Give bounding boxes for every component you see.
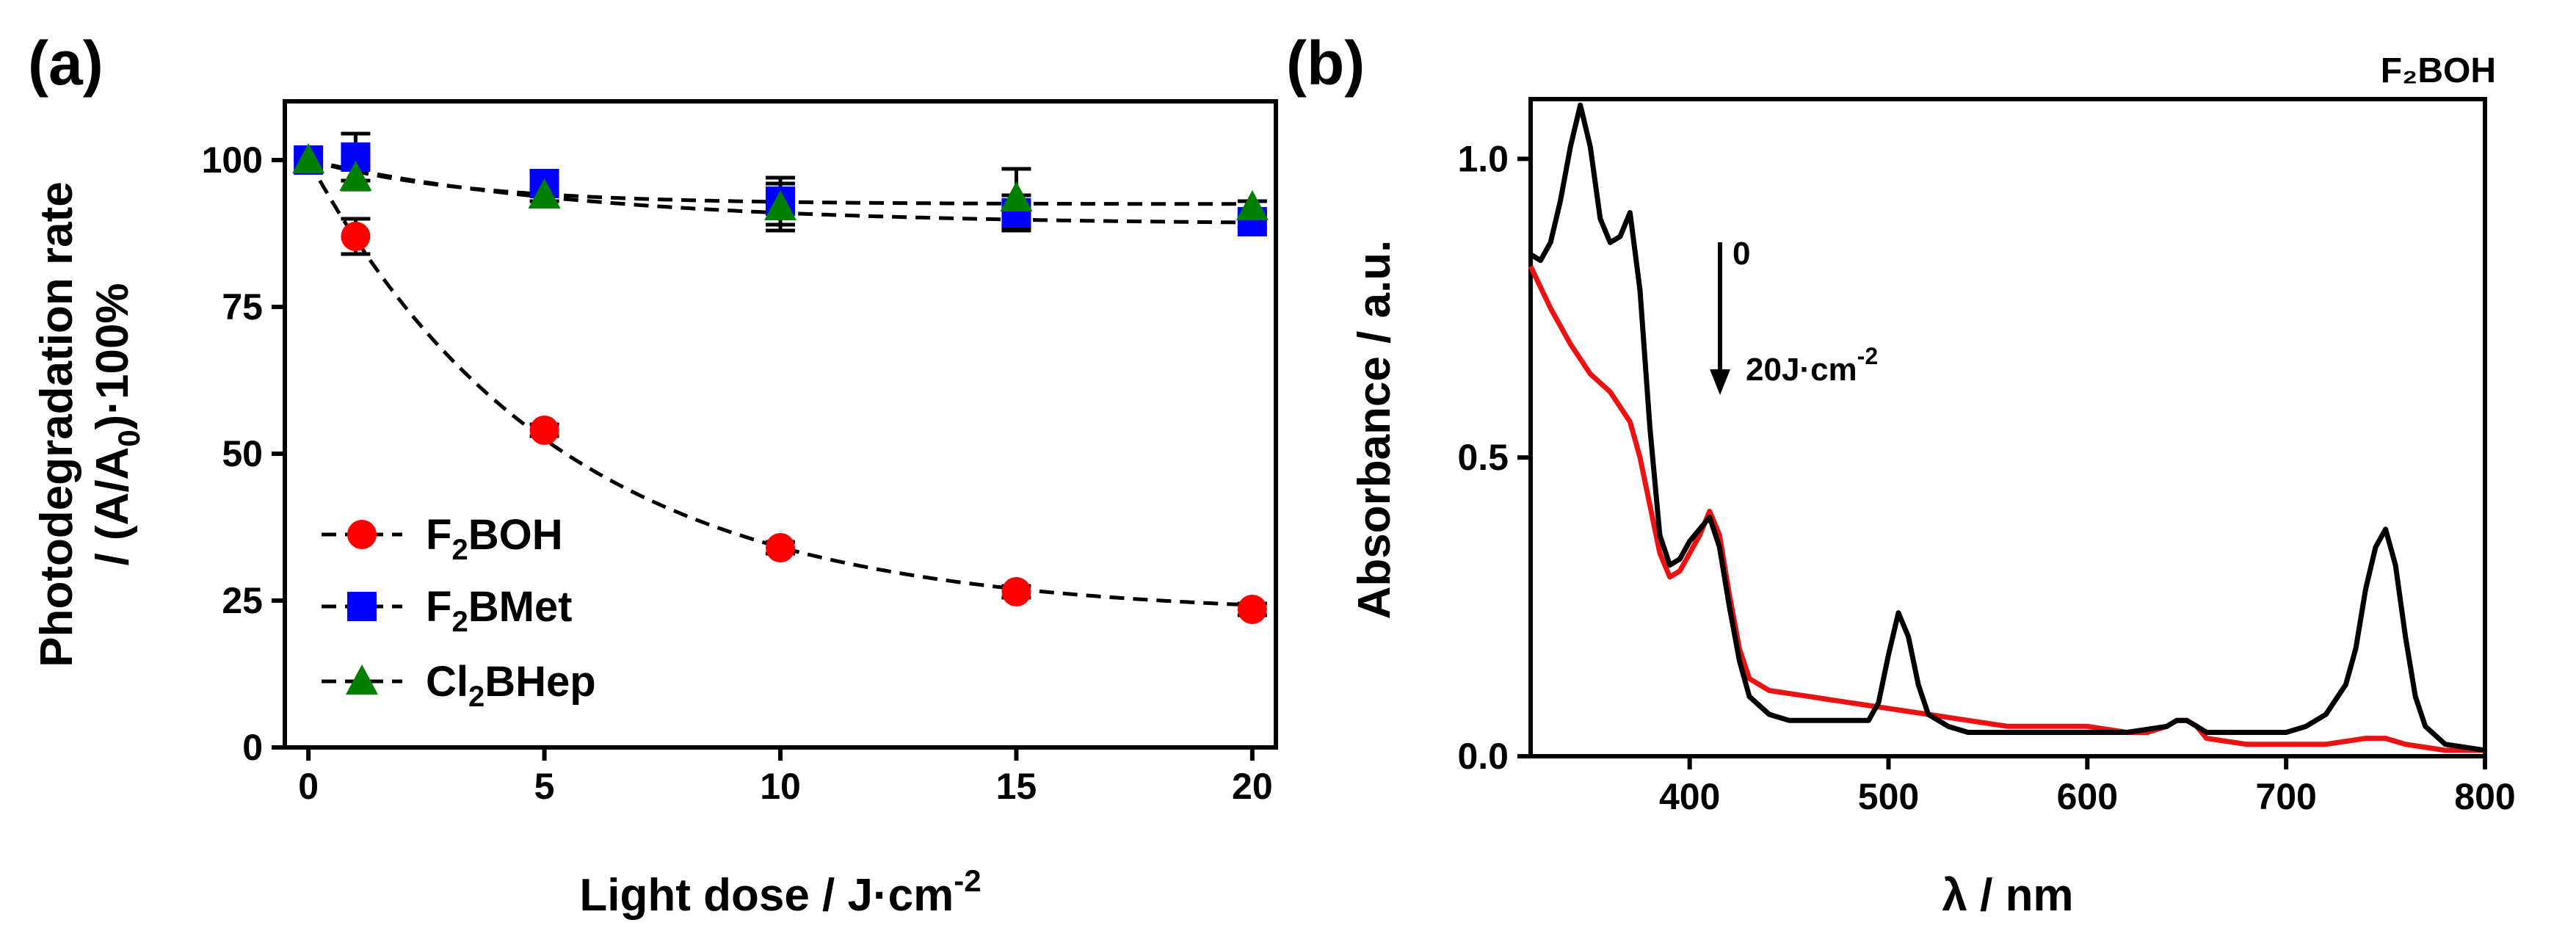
y-tick-label-1: 25 xyxy=(222,580,263,621)
panel-a-label: (a) xyxy=(28,29,104,98)
point-Cl2BHep-3 xyxy=(764,190,797,220)
x-tick-label-2: 10 xyxy=(760,766,801,807)
point-F2BOH-5 xyxy=(1237,595,1267,624)
panel-a-legend: F2BOH F2BMet Cl2BHep xyxy=(322,511,596,713)
y-tick-label-3: 75 xyxy=(222,286,263,327)
x-tick-label-3: 15 xyxy=(996,766,1037,807)
spectrum-0-J-cm-2 xyxy=(1529,102,2486,753)
x-tick-label-4: 20 xyxy=(1232,766,1273,807)
panel-a-x-axis-label: Light dose / J·cm-2 xyxy=(579,863,981,921)
panel-b-annotation-end: 20J·cm-2 xyxy=(1746,343,1878,388)
y-tick-label-2: 50 xyxy=(222,433,263,474)
point-F2BOH-4 xyxy=(1001,577,1031,606)
x-tick-label-4: 800 xyxy=(2454,776,2515,817)
point-F2BOH-2 xyxy=(529,416,559,445)
x-tick-label-2: 600 xyxy=(2057,776,2118,817)
fit-curve-F2BOH xyxy=(306,159,1252,607)
panel-b-plot-frame xyxy=(1528,97,2487,758)
point-Cl2BHep-4 xyxy=(1000,181,1033,211)
panel-a-y-axis-label-line2: / (A/A0)·100% xyxy=(87,283,146,565)
panel-a-y-axis-label-line1: Photodegradation rate xyxy=(32,181,82,667)
panel-b-arrow-head xyxy=(1710,369,1730,395)
panel-b-ticks: 400 500 600 700 800 0.0 0.5 1.0 xyxy=(1457,138,2515,817)
panel-b-y-axis-label: Absorbance / a.u. xyxy=(1349,240,1400,620)
legend-label-F2BMet: F2BMet xyxy=(426,583,572,638)
y-tick-label-0: 0 xyxy=(242,727,263,768)
x-tick-label-1: 5 xyxy=(534,766,555,807)
point-Cl2BHep-0 xyxy=(292,143,325,173)
panel-a: (a) 0 5 10 15 20 0 25 50 75 100 Light dose / J·cm… xyxy=(28,29,1278,921)
y-tick-label-1: 0.5 xyxy=(1457,437,1509,478)
y-tick-label-0: 0.0 xyxy=(1457,736,1509,777)
panel-a-y-axis-label: Photodegradation rate / (A/A0)·100% xyxy=(32,181,146,667)
panel-b-title: F₂BOH xyxy=(2381,51,2496,90)
legend-marker-F2BOH xyxy=(347,520,377,549)
spectrum-20-J-cm-2 xyxy=(1528,265,2485,753)
point-Cl2BHep-2 xyxy=(528,178,561,209)
point-Cl2BHep-5 xyxy=(1236,190,1269,220)
panel-a-points xyxy=(292,131,1269,624)
x-tick-label-3: 700 xyxy=(2255,776,2316,817)
panel-a-ticks: 0 5 10 15 20 0 25 50 75 100 xyxy=(202,140,1273,807)
x-tick-label-0: 0 xyxy=(298,766,319,807)
y-tick-label-2: 1.0 xyxy=(1457,138,1509,179)
panel-b-label: (b) xyxy=(1286,29,1365,98)
x-tick-label-0: 400 xyxy=(1659,776,1720,817)
panel-b-x-axis-label: λ / nm xyxy=(1942,870,2073,921)
y-tick-label-4: 100 xyxy=(202,140,263,181)
legend-label-Cl2BHep: Cl2BHep xyxy=(426,658,596,713)
legend-marker-F2BMet xyxy=(347,592,377,621)
legend-label-F2BOH: F2BOH xyxy=(426,511,563,566)
x-tick-label-1: 500 xyxy=(1858,776,1919,817)
panel-b-spectra xyxy=(1528,102,2486,753)
panel-b: (b) F₂BOH 400 500 600 700 800 0.0 0.5 1.0 λ / n… xyxy=(1286,29,2516,921)
point-F2BOH-3 xyxy=(766,533,795,562)
legend-marker-Cl2BHep xyxy=(346,664,378,695)
point-F2BOH-1 xyxy=(341,222,371,251)
panel-b-annotation-start: 0 xyxy=(1733,236,1750,272)
point-Cl2BHep-1 xyxy=(339,161,372,191)
